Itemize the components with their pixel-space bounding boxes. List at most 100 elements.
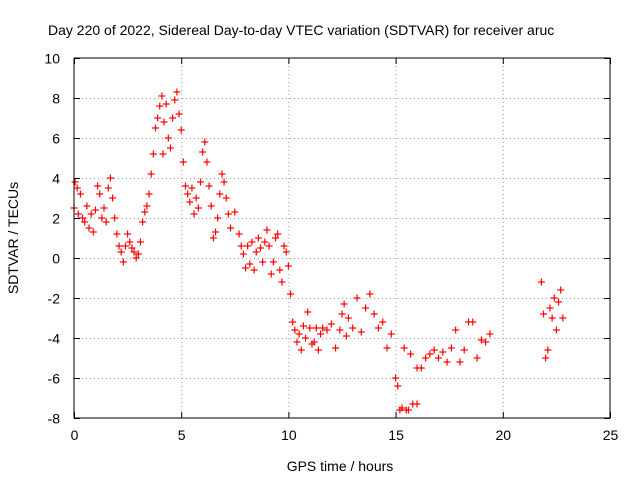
y-tick-label: -2 [48, 291, 61, 307]
data-point [327, 320, 335, 328]
data-point [291, 326, 299, 334]
data-point [252, 248, 260, 256]
data-point [192, 194, 200, 202]
y-tick-label: 0 [52, 251, 60, 267]
data-point [109, 194, 117, 202]
data-point [559, 314, 567, 322]
data-point [248, 238, 256, 246]
data-point [160, 118, 168, 126]
data-point [304, 308, 312, 316]
data-point [383, 344, 391, 352]
data-point [344, 314, 352, 322]
data-point [220, 178, 228, 186]
data-point [332, 344, 340, 352]
data-point [486, 330, 494, 338]
data-point [158, 92, 166, 100]
data-point [76, 190, 84, 198]
data-point [151, 124, 159, 132]
data-point [128, 244, 136, 252]
data-point [87, 210, 95, 218]
data-point [546, 304, 554, 312]
data-point [297, 346, 305, 354]
data-point [312, 324, 320, 332]
y-tick-label: 4 [52, 171, 60, 187]
data-point [177, 126, 185, 134]
data-point [89, 228, 97, 236]
data-point [203, 158, 211, 166]
x-tick-label: 25 [603, 427, 619, 443]
data-point [102, 218, 110, 226]
data-point [317, 330, 325, 338]
data-point [188, 184, 196, 192]
data-point [79, 214, 87, 222]
y-axis-label: SDTVAR / TECUs [5, 182, 21, 294]
data-point [169, 114, 177, 122]
data-point [184, 190, 192, 198]
data-point [394, 382, 402, 390]
data-point [147, 170, 155, 178]
data-point [179, 158, 187, 166]
data-point [295, 330, 303, 338]
data-point [214, 214, 222, 222]
data-point [469, 318, 477, 326]
data-point [338, 310, 346, 318]
data-point [342, 332, 350, 340]
data-point [407, 350, 415, 358]
y-tick-label: -4 [48, 331, 61, 347]
data-point [263, 226, 271, 234]
data-point [280, 242, 288, 250]
data-point [306, 324, 314, 332]
data-point [121, 242, 129, 250]
data-point [173, 88, 181, 96]
data-point [254, 234, 262, 242]
data-point [261, 238, 269, 246]
data-point [282, 248, 290, 256]
data-point [242, 264, 250, 272]
x-axis-label: GPS time / hours [287, 458, 394, 474]
data-point [244, 242, 252, 250]
data-point [143, 202, 151, 210]
data-point [159, 150, 167, 158]
data-point [130, 248, 138, 256]
data-point [227, 224, 235, 232]
data-point [117, 248, 125, 256]
data-point [141, 208, 149, 216]
data-point [353, 294, 361, 302]
data-point [430, 346, 438, 354]
data-point [222, 194, 230, 202]
data-point [387, 330, 395, 338]
data-point [439, 348, 447, 356]
data-point [456, 358, 464, 366]
data-point [154, 114, 162, 122]
plot-frame [73, 57, 611, 419]
data-point [216, 190, 224, 198]
data-point [349, 324, 357, 332]
data-point [149, 150, 157, 158]
y-tick-label: 8 [52, 91, 60, 107]
data-point [194, 204, 202, 212]
data-point [374, 324, 382, 332]
x-tick-label: 5 [178, 427, 186, 443]
data-point [145, 190, 153, 198]
data-point [314, 346, 322, 354]
data-point [246, 260, 254, 268]
data-point [124, 230, 132, 238]
data-point [357, 328, 365, 336]
data-point [83, 202, 91, 210]
data-point [85, 224, 93, 232]
data-point [205, 182, 213, 190]
data-point [162, 100, 170, 108]
data-point [166, 144, 174, 152]
data-point [106, 174, 114, 182]
data-point [482, 338, 490, 346]
data-point [212, 228, 220, 236]
data-point [119, 258, 127, 266]
y-tick-label: 6 [52, 131, 60, 147]
y-tick-label: -8 [48, 411, 61, 427]
data-point [452, 326, 460, 334]
data-point [239, 250, 247, 258]
x-tick-label: 10 [281, 427, 297, 443]
data-point [548, 314, 556, 322]
